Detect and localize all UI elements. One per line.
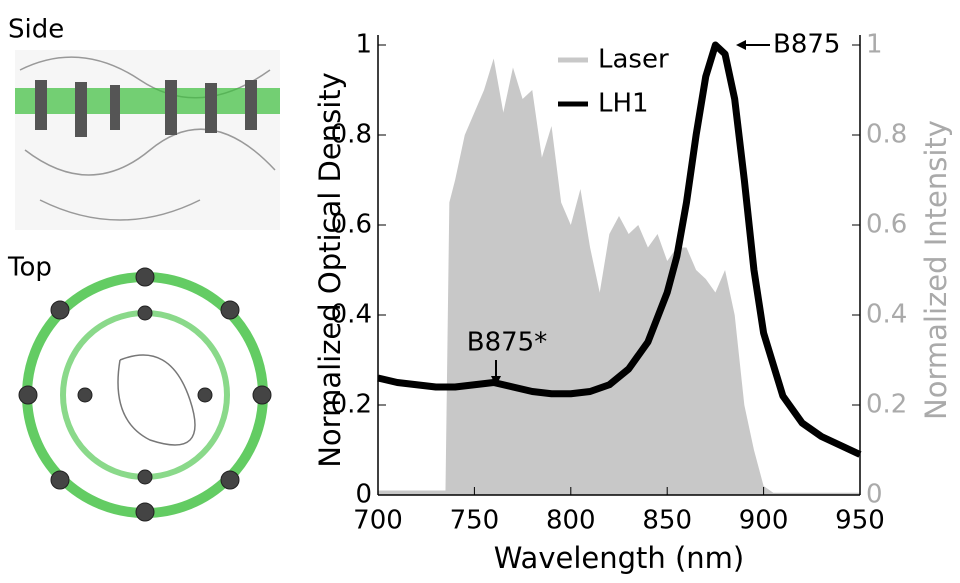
y2-tick-label: 0.4 xyxy=(866,300,907,330)
lh1-line xyxy=(377,41,862,458)
x-tick-label: 750 xyxy=(450,506,500,536)
annotation: B875* xyxy=(467,328,547,358)
y2-axis-label: Normalized Intensity xyxy=(919,120,953,420)
y-tick-label: 0.8 xyxy=(331,120,372,150)
side-structure xyxy=(15,50,280,230)
x-tick-label: 900 xyxy=(739,506,789,536)
y2-tick-label: 1 xyxy=(866,30,883,60)
y-tick-label: 0 xyxy=(355,480,372,510)
laser-area xyxy=(378,58,860,495)
top-structure xyxy=(18,267,272,522)
annotation-arrowhead xyxy=(491,376,501,386)
y2-tick-label: 0.8 xyxy=(866,120,907,150)
y-tick-label: 0.6 xyxy=(331,210,372,240)
legend-label: LH1 xyxy=(598,89,649,119)
y2-tick-label: 0 xyxy=(866,480,883,510)
panel-label: Top xyxy=(7,253,52,283)
y2-tick-label: 0.2 xyxy=(866,390,907,420)
x-tick-label: 800 xyxy=(546,506,596,536)
x-tick-label: 700 xyxy=(353,506,403,536)
y-tick-label: 0.2 xyxy=(331,390,372,420)
x-tick-label: 850 xyxy=(642,506,692,536)
x-axis-label: Wavelength (nm) xyxy=(494,541,745,575)
y-tick-label: 0.4 xyxy=(331,300,372,330)
x-tick-label: 950 xyxy=(835,506,885,536)
y-tick-label: 1 xyxy=(355,30,372,60)
annotation: B875 xyxy=(773,30,840,60)
y-axis-label: Normalized Optical Density xyxy=(313,72,347,468)
legend-label: Laser xyxy=(598,45,669,75)
y2-tick-label: 0.6 xyxy=(866,210,907,240)
panel-label: Side xyxy=(8,15,64,45)
annotation-arrowhead xyxy=(736,40,746,50)
